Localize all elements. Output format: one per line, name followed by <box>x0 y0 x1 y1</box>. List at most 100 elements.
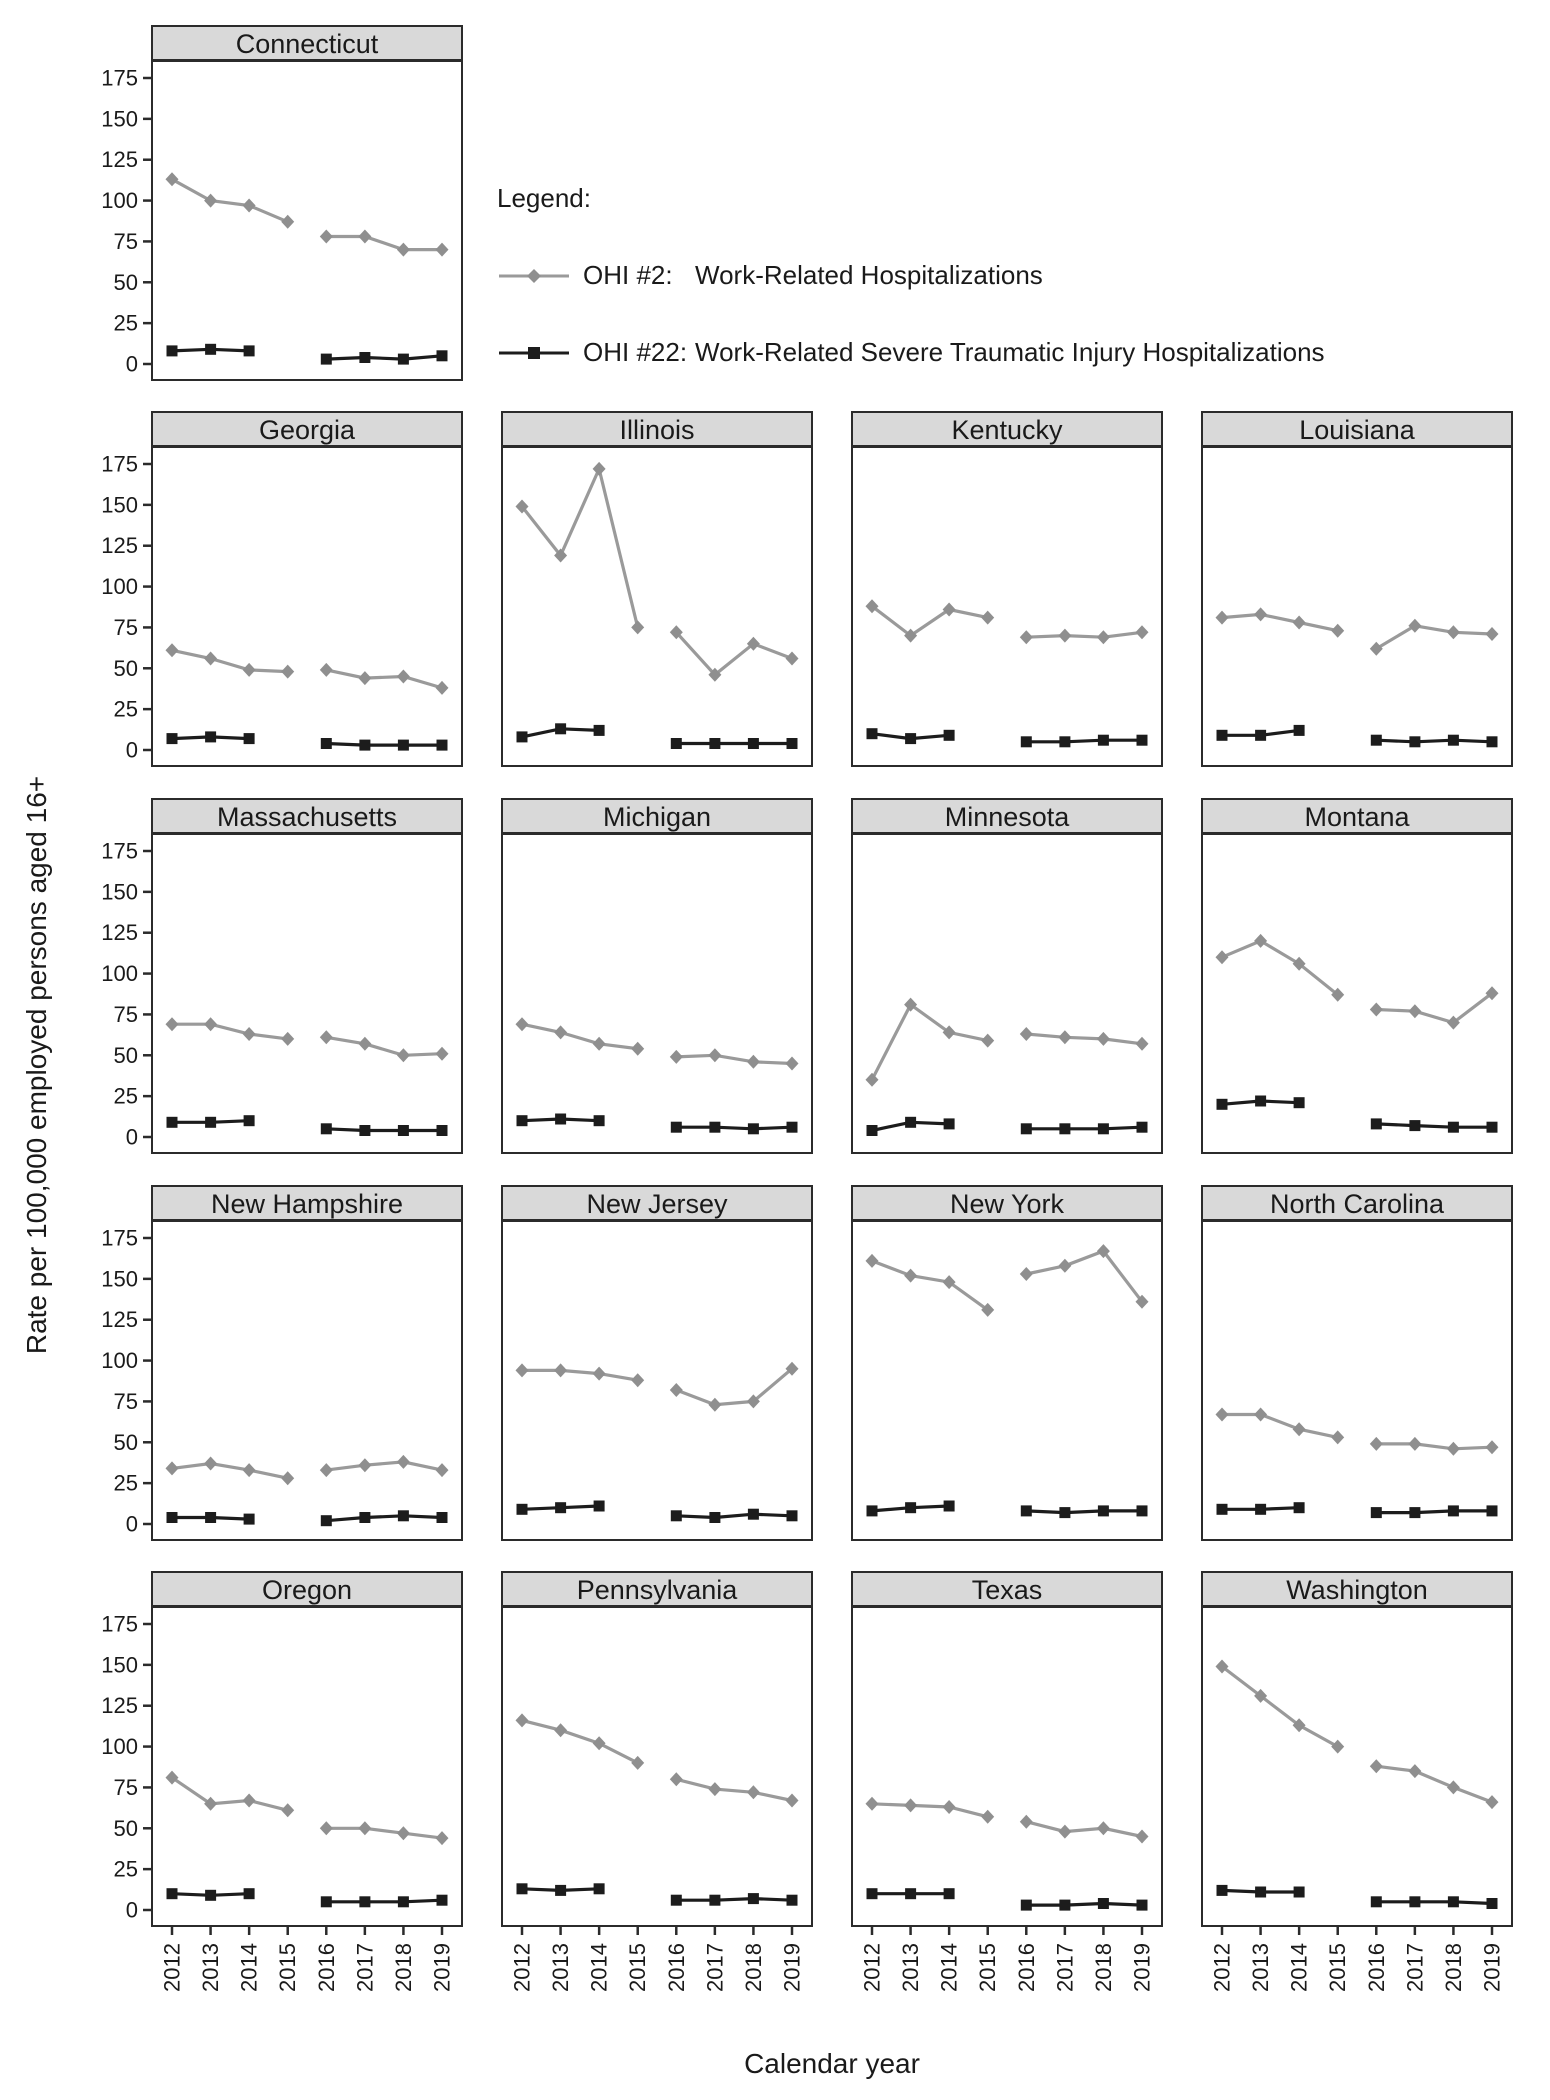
ohi22-marker <box>1447 1896 1459 1908</box>
ohi2-marker <box>1096 1821 1110 1836</box>
ohi2-line-segment <box>675 631 793 677</box>
ohi22-marker <box>166 1116 178 1128</box>
ohi22-marker <box>593 724 605 736</box>
ohi22-line-segment <box>1026 1509 1142 1515</box>
ohi22-line-segment <box>1376 738 1493 744</box>
ohi22-marker <box>905 1116 917 1128</box>
ohi2-marker <box>708 1782 722 1797</box>
panel-montana: Montana <box>1201 798 1513 1154</box>
ohi22-marker <box>555 723 567 735</box>
ohi22-marker <box>359 1512 371 1523</box>
y-tick-label: 175 <box>101 1612 138 1637</box>
ohi22-marker <box>1293 1097 1305 1109</box>
ohi2-marker <box>1446 1441 1460 1456</box>
ohi2-line-sample-icon <box>499 268 569 283</box>
y-tick-label: 25 <box>114 1857 138 1882</box>
ohi2-marker <box>319 229 333 244</box>
ohi2-marker <box>1215 1659 1229 1674</box>
y-tick-label: 75 <box>114 229 138 254</box>
ohi2-marker <box>785 651 799 666</box>
ohi2-marker <box>746 1785 760 1800</box>
ohi22-marker <box>1020 1123 1032 1135</box>
x-tick-label: 2017 <box>702 1943 727 1992</box>
x-tick-label: 2012 <box>160 1943 185 1992</box>
ohi22-marker <box>555 1884 567 1896</box>
ohi22-marker <box>709 738 721 749</box>
ohi2-line-segment <box>1376 1442 1493 1451</box>
x-tick-label: 2012 <box>1210 1943 1235 1992</box>
ohi22-line-segment <box>1026 1125 1143 1131</box>
x-tick-label: 2014 <box>237 1943 262 1992</box>
ohi22-line-segment <box>676 1125 793 1131</box>
x-tick-label: 2014 <box>587 1943 612 1992</box>
ohi2-marker <box>1292 615 1306 630</box>
ohi2-marker <box>319 1821 333 1836</box>
ohi2-marker <box>165 172 179 187</box>
ohi2-marker <box>1254 607 1268 622</box>
panel-title-strip <box>151 1571 463 1607</box>
y-tick-label: 25 <box>114 311 138 336</box>
y-tick-label: 25 <box>114 1084 138 1109</box>
ohi22-line-segment <box>326 1127 442 1133</box>
ohi22-marker <box>166 1512 178 1523</box>
ohi2-marker <box>1135 1294 1149 1309</box>
ohi22-marker <box>1059 1123 1071 1135</box>
panel-title-strip <box>501 798 813 834</box>
ohi22-marker <box>1370 1507 1382 1519</box>
ohi2-marker <box>281 214 295 229</box>
x-tick-label: 2019 <box>430 1943 455 1992</box>
y-tick-label: 50 <box>114 270 138 295</box>
ohi22-marker <box>1136 1505 1148 1517</box>
ohi22-marker <box>320 353 332 365</box>
ohi2-marker <box>165 1770 179 1785</box>
ohi22-marker <box>1486 1505 1498 1517</box>
ohi2-line-segment <box>676 1053 793 1066</box>
plot-area <box>1201 1605 1513 1927</box>
ohi2-marker <box>1446 1015 1460 1030</box>
ohi2-line-segment <box>1026 630 1143 639</box>
x-tick-label: 2019 <box>780 1943 805 1992</box>
panel-title-strip <box>151 411 463 447</box>
ohi2-marker <box>1408 618 1422 633</box>
ohi22-marker <box>943 1118 955 1130</box>
ohi22-marker <box>1409 736 1421 748</box>
ohi22-marker <box>1097 1898 1109 1909</box>
ohi22-marker <box>436 1894 448 1906</box>
ohi22-marker <box>359 1125 371 1136</box>
x-tick-label: 2018 <box>1441 1943 1466 1992</box>
y-tick-label: 75 <box>114 1002 138 1027</box>
panel-new-york: New York <box>851 1185 1163 1541</box>
ohi2-line-segment <box>326 234 442 252</box>
y-tick-label: 100 <box>101 1734 138 1759</box>
plot-area <box>501 1219 813 1541</box>
plot-area <box>1201 1219 1513 1541</box>
ohi22-line-segment <box>326 1514 443 1523</box>
x-tick-label: 2018 <box>1091 1943 1116 1992</box>
plot-area <box>151 59 463 381</box>
ohi2-marker <box>981 1809 995 1824</box>
ohi2-line-segment <box>521 1022 638 1051</box>
x-tick-label: 2014 <box>1287 1943 1312 1992</box>
legend-entry-ohi22-label: Work-Related Severe Traumatic Injury Hos… <box>695 337 1325 367</box>
panel-title: Oregon <box>262 1575 352 1605</box>
y-tick-label: 75 <box>114 1775 138 1800</box>
ohi2-marker <box>515 499 529 514</box>
ohi2-marker <box>1019 630 1033 645</box>
ohi22-line-segment <box>1376 1509 1492 1515</box>
x-tick-label: 2019 <box>1480 1943 1505 1992</box>
panel-title-strip <box>1201 1571 1513 1607</box>
ohi2-marker <box>785 1361 799 1376</box>
ohi2-marker <box>1331 623 1345 638</box>
ohi2-marker <box>319 1463 333 1478</box>
legend-entry-ohi2: OHI #2: Work-Related Hospitalizations <box>497 260 1325 291</box>
x-tick-label: 2019 <box>1130 1943 1155 1992</box>
panel-oregon: Oregon 0 25 50 75 100 125 150 175 2012 2013 2014 201… <box>101 1571 463 1992</box>
ohi22-marker <box>593 1500 605 1512</box>
ohi22-marker <box>320 1515 332 1527</box>
plot-area <box>501 445 813 767</box>
y-tick-label: 50 <box>114 656 138 681</box>
ohi2-marker <box>592 461 606 476</box>
ohi22-marker <box>670 1510 682 1522</box>
